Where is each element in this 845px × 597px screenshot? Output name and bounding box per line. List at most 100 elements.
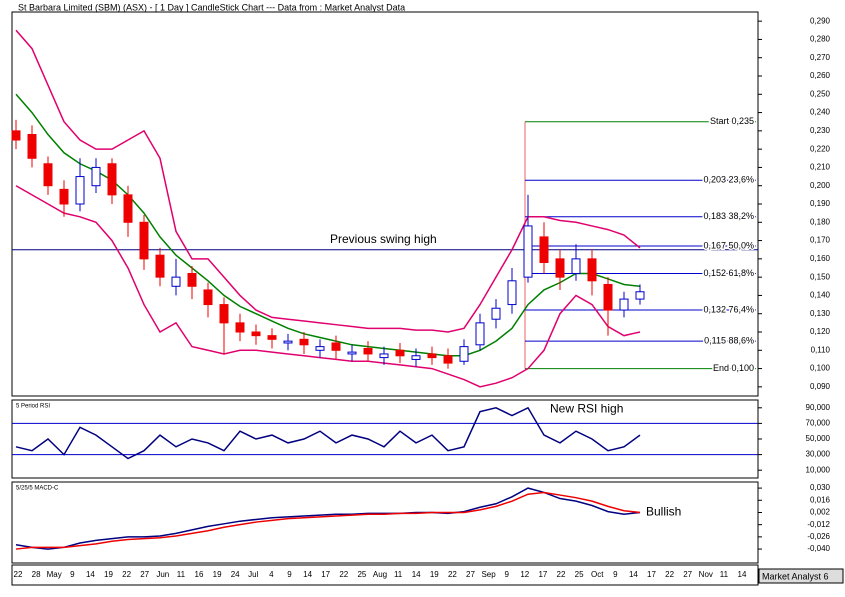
- candle-body: [491, 307, 501, 320]
- candle-body: [203, 289, 213, 306]
- y-tick-label: 0,110: [811, 345, 831, 354]
- candle-body: [635, 291, 645, 300]
- x-tick-label: 17: [647, 570, 656, 579]
- candle-body: [59, 188, 69, 205]
- x-tick-label: 9: [287, 570, 292, 579]
- date-axis: [11, 564, 759, 586]
- fib-label: 0,167 50,0%: [703, 240, 754, 250]
- candle-body: [251, 331, 261, 337]
- candle-body: [27, 134, 37, 159]
- panel-label: 5 Period RSI: [16, 404, 50, 410]
- y-tick-label: 0,140: [810, 291, 831, 300]
- candle-body: [283, 340, 293, 344]
- series-line: [15, 29, 641, 333]
- x-tick-label: Oct: [591, 570, 604, 579]
- candle-body: [43, 163, 53, 187]
- candle-body: [107, 163, 117, 196]
- y-tick-label: 0,130: [810, 309, 831, 318]
- y-tick-label: 0,170: [810, 236, 831, 245]
- x-tick-label: Jun: [156, 570, 169, 579]
- y-tick-label: -0,040: [807, 544, 830, 553]
- x-tick-label: 9: [70, 570, 75, 579]
- x-tick-label: 9: [504, 570, 509, 579]
- footer: Market Analyst 6: [762, 571, 829, 581]
- candle-body: [347, 351, 357, 355]
- x-tick-label: 17: [538, 570, 547, 579]
- panel-label: 5/25/5 MACD-C: [16, 486, 59, 492]
- x-tick-label: 4: [269, 570, 274, 579]
- x-tick-label: 25: [575, 570, 584, 579]
- y-tick-label: 0,016: [810, 495, 831, 504]
- chart-title: St Barbara Limited (SBM) (ASX) - [ 1 Day…: [18, 2, 405, 12]
- y-tick-label: -0,026: [807, 532, 830, 541]
- y-tick-label: 0,030: [810, 483, 831, 492]
- candle-body: [235, 322, 245, 333]
- x-tick-label: 9: [613, 570, 618, 579]
- series-line: [15, 93, 641, 357]
- candle-body: [587, 258, 597, 282]
- y-tick-label: 0,240: [810, 108, 831, 117]
- candle-body: [75, 176, 85, 205]
- y-tick-label: 0,160: [810, 254, 831, 263]
- candle-body: [443, 355, 453, 364]
- x-tick-label: Sep: [481, 570, 496, 579]
- candle-body: [123, 194, 133, 223]
- x-tick-label: 22: [339, 570, 348, 579]
- x-tick-label: 19: [430, 570, 439, 579]
- x-tick-label: 14: [86, 570, 95, 579]
- candle-body: [379, 353, 389, 359]
- y-tick-label: 0,230: [810, 126, 831, 135]
- candle-body: [11, 130, 21, 141]
- x-tick-label: 25: [357, 570, 366, 579]
- x-tick-label: 19: [213, 570, 222, 579]
- y-tick-label: 0,120: [810, 327, 831, 336]
- candle-body: [539, 236, 549, 264]
- y-tick-label: 0,260: [810, 71, 831, 80]
- fib-label: 0,132 76,4%: [703, 304, 754, 314]
- candle-body: [315, 346, 325, 351]
- y-tick-label: 10,000: [806, 465, 831, 474]
- y-tick-label: 0,290: [810, 16, 831, 25]
- y-tick-label: 0,280: [810, 35, 831, 44]
- fib-label: 0,183 38,2%: [703, 211, 754, 221]
- x-tick-label: 22: [122, 570, 131, 579]
- y-tick-label: 0,190: [810, 199, 831, 208]
- candle-body: [299, 338, 309, 346]
- macd-panel: [11, 481, 759, 564]
- x-tick-label: Nov: [699, 570, 713, 579]
- candle-body: [475, 322, 485, 346]
- x-tick-label: 22: [665, 570, 674, 579]
- candle-body: [331, 342, 341, 351]
- x-tick-label: 14: [303, 570, 312, 579]
- x-tick-label: 24: [231, 570, 240, 579]
- fib-label: 0,115 88,6%: [704, 336, 754, 346]
- x-tick-label: Jul: [248, 570, 258, 579]
- candle-body: [507, 280, 517, 306]
- candle-body: [91, 166, 101, 187]
- candle-body: [267, 335, 277, 340]
- y-tick-label: 90,000: [806, 403, 831, 412]
- fib-label: Start 0,235: [710, 116, 754, 126]
- y-tick-label: 0,200: [810, 181, 831, 190]
- y-tick-label: 50,000: [806, 434, 831, 443]
- y-tick-label: -0,012: [807, 520, 830, 529]
- x-tick-label: 27: [466, 570, 475, 579]
- x-tick-label: 11: [720, 570, 729, 579]
- x-tick-label: 22: [14, 570, 23, 579]
- x-tick-label: 28: [32, 570, 41, 579]
- candle-body: [523, 225, 533, 278]
- candle-body: [459, 346, 469, 362]
- candle-body: [395, 349, 405, 357]
- x-tick-label: 17: [321, 570, 330, 579]
- x-tick-label: 14: [412, 570, 421, 579]
- y-tick-label: 0,100: [810, 364, 831, 373]
- candle-body: [363, 347, 373, 355]
- y-tick-label: 0,090: [810, 382, 831, 391]
- candle-body: [155, 254, 165, 278]
- footer-box: [758, 568, 844, 584]
- candle-body: [187, 272, 197, 287]
- series-line: [15, 491, 641, 550]
- fib-label: 0,203 23,6%: [703, 175, 754, 185]
- y-tick-label: 0,150: [810, 272, 831, 281]
